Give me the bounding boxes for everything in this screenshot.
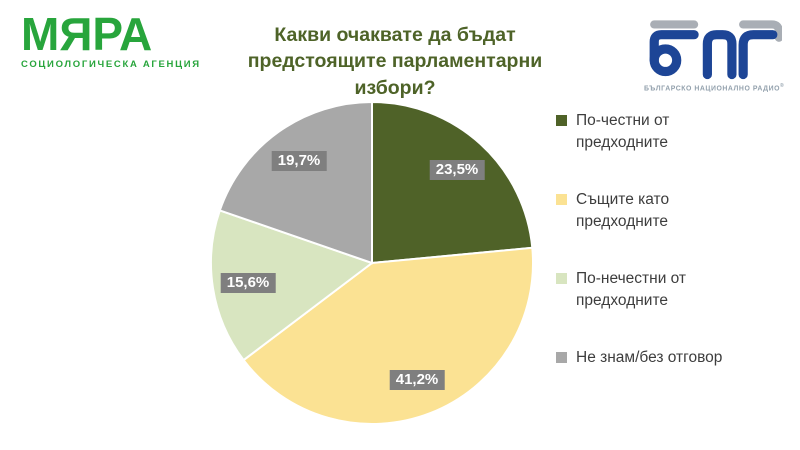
pie-slice-2	[209, 209, 375, 362]
pie-data-label-2: 15,6%	[220, 273, 276, 293]
legend-swatch-icon	[556, 273, 567, 284]
registered-mark: ®	[780, 83, 785, 89]
mjara-logo-name: МЯРА	[21, 8, 153, 60]
legend-label: По-нечестни от предходните	[576, 270, 687, 309]
page-title: Какви очаквате да бъдат предстоящите пар…	[225, 22, 565, 101]
page-title-line1: Какви очаквате да бъдат	[274, 24, 516, 46]
legend-item-2: По-нечестни от предходните	[556, 268, 748, 312]
legend-item-1: Същите като предходните	[556, 189, 748, 233]
legend-label: Не знам/без отговор	[576, 349, 723, 366]
pie-data-label-0: 23,5%	[429, 160, 485, 180]
legend-swatch-icon	[556, 352, 567, 363]
legend-swatch-icon	[556, 115, 567, 126]
pie-slice-1	[242, 246, 534, 425]
page-title-line2: предстоящите парламентарни избори?	[247, 50, 543, 99]
legend-swatch-icon	[556, 194, 567, 205]
bnr-logo-caption: БЪЛГАРСКО НАЦИОНАЛНО РАДИО®	[644, 83, 785, 93]
pie-svg	[209, 100, 534, 425]
legend-item-0: По-честни от предходните	[556, 110, 748, 154]
pie-data-label-3: 19,7%	[271, 151, 327, 171]
bnr-logo: БЪЛГАРСКО НАЦИОНАЛНО РАДИО®	[644, 18, 785, 93]
legend-label: Същите като предходните	[576, 191, 670, 230]
pie-data-label-1: 41,2%	[389, 370, 445, 390]
mjara-logo: МЯРА СОЦИОЛОГИЧЕСКА АГЕНЦИЯ	[21, 8, 201, 71]
pie-slice-3	[218, 100, 373, 265]
legend: По-честни от предходните Същите като пред…	[556, 110, 748, 404]
bnr-logo-icon	[649, 20, 782, 80]
pie-chart: 23,5% 41,2% 15,6% 19,7%	[182, 78, 562, 448]
legend-label: По-честни от предходните	[576, 112, 670, 151]
mjara-logo-subtitle: СОЦИОЛОГИЧЕСКА АГЕНЦИЯ	[21, 59, 201, 71]
legend-item-3: Не знам/без отговор	[556, 347, 748, 369]
pie-slice-0	[371, 100, 534, 265]
